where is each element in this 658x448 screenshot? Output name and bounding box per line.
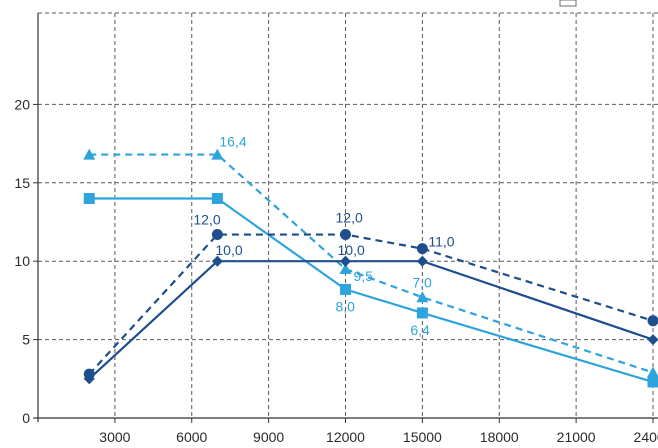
marker-circle (416, 243, 428, 255)
y-tick-label: 20 (14, 96, 30, 112)
data-label: 10,0 (338, 242, 365, 258)
x-tick-label: 6000 (176, 429, 207, 445)
series-group (83, 148, 658, 388)
marker-triangle (647, 366, 658, 378)
y-tick-label: 10 (14, 253, 30, 269)
marker-diamond (416, 255, 428, 267)
data-label: 8,0 (336, 298, 356, 314)
marker-triangle (416, 291, 429, 303)
data-label: 16,4 (219, 134, 246, 150)
x-tick-label: 9000 (253, 429, 284, 445)
marker-triangle (83, 148, 96, 160)
axes: 0 5 10 15 20 3000 6000 9000 12000 15000 18000 21000… (14, 13, 658, 445)
series-line (89, 153, 654, 374)
marker-diamond (211, 255, 223, 267)
data-label: 6,4 (410, 322, 430, 338)
series-line (88, 233, 654, 375)
x-tick-label: 3000 (99, 429, 130, 445)
marker-triangle (211, 148, 224, 160)
y-tick-label: 15 (14, 175, 30, 191)
marker-circle (340, 229, 351, 241)
marker-diamond (647, 334, 658, 346)
marker-square (340, 283, 351, 295)
marker-triangle (339, 263, 352, 275)
x-tick-label: 24000 (634, 429, 658, 445)
data-label: 10,0 (215, 242, 242, 258)
data-label: 11,0 (428, 234, 454, 250)
marker-circle (647, 315, 658, 327)
x-tick-label: 18000 (480, 429, 519, 445)
data-labels: 16,4 9,5 7,0 8,0 6,4 12,0 12,0 11,0 10,0 10,0 (193, 134, 454, 338)
marker-circle (211, 229, 223, 241)
marker-square (211, 192, 223, 204)
y-tick-label: 0 (22, 410, 30, 426)
marker-square (647, 376, 658, 388)
marker-square (416, 307, 428, 319)
x-tick-label: 12000 (326, 429, 365, 445)
marker-diamond (340, 255, 351, 267)
marker-square (83, 192, 95, 204)
data-label: 12,0 (336, 210, 363, 226)
data-label: 9,5 (354, 268, 374, 284)
x-tick-label: 15000 (403, 429, 442, 445)
data-label: 12,0 (193, 212, 220, 228)
y-tick-label: 5 (22, 332, 30, 348)
x-tick-label: 21000 (557, 429, 596, 445)
series-line (89, 197, 654, 383)
legend-box (559, 0, 577, 7)
marker-diamond (83, 373, 95, 385)
data-label: 7,0 (412, 274, 432, 290)
